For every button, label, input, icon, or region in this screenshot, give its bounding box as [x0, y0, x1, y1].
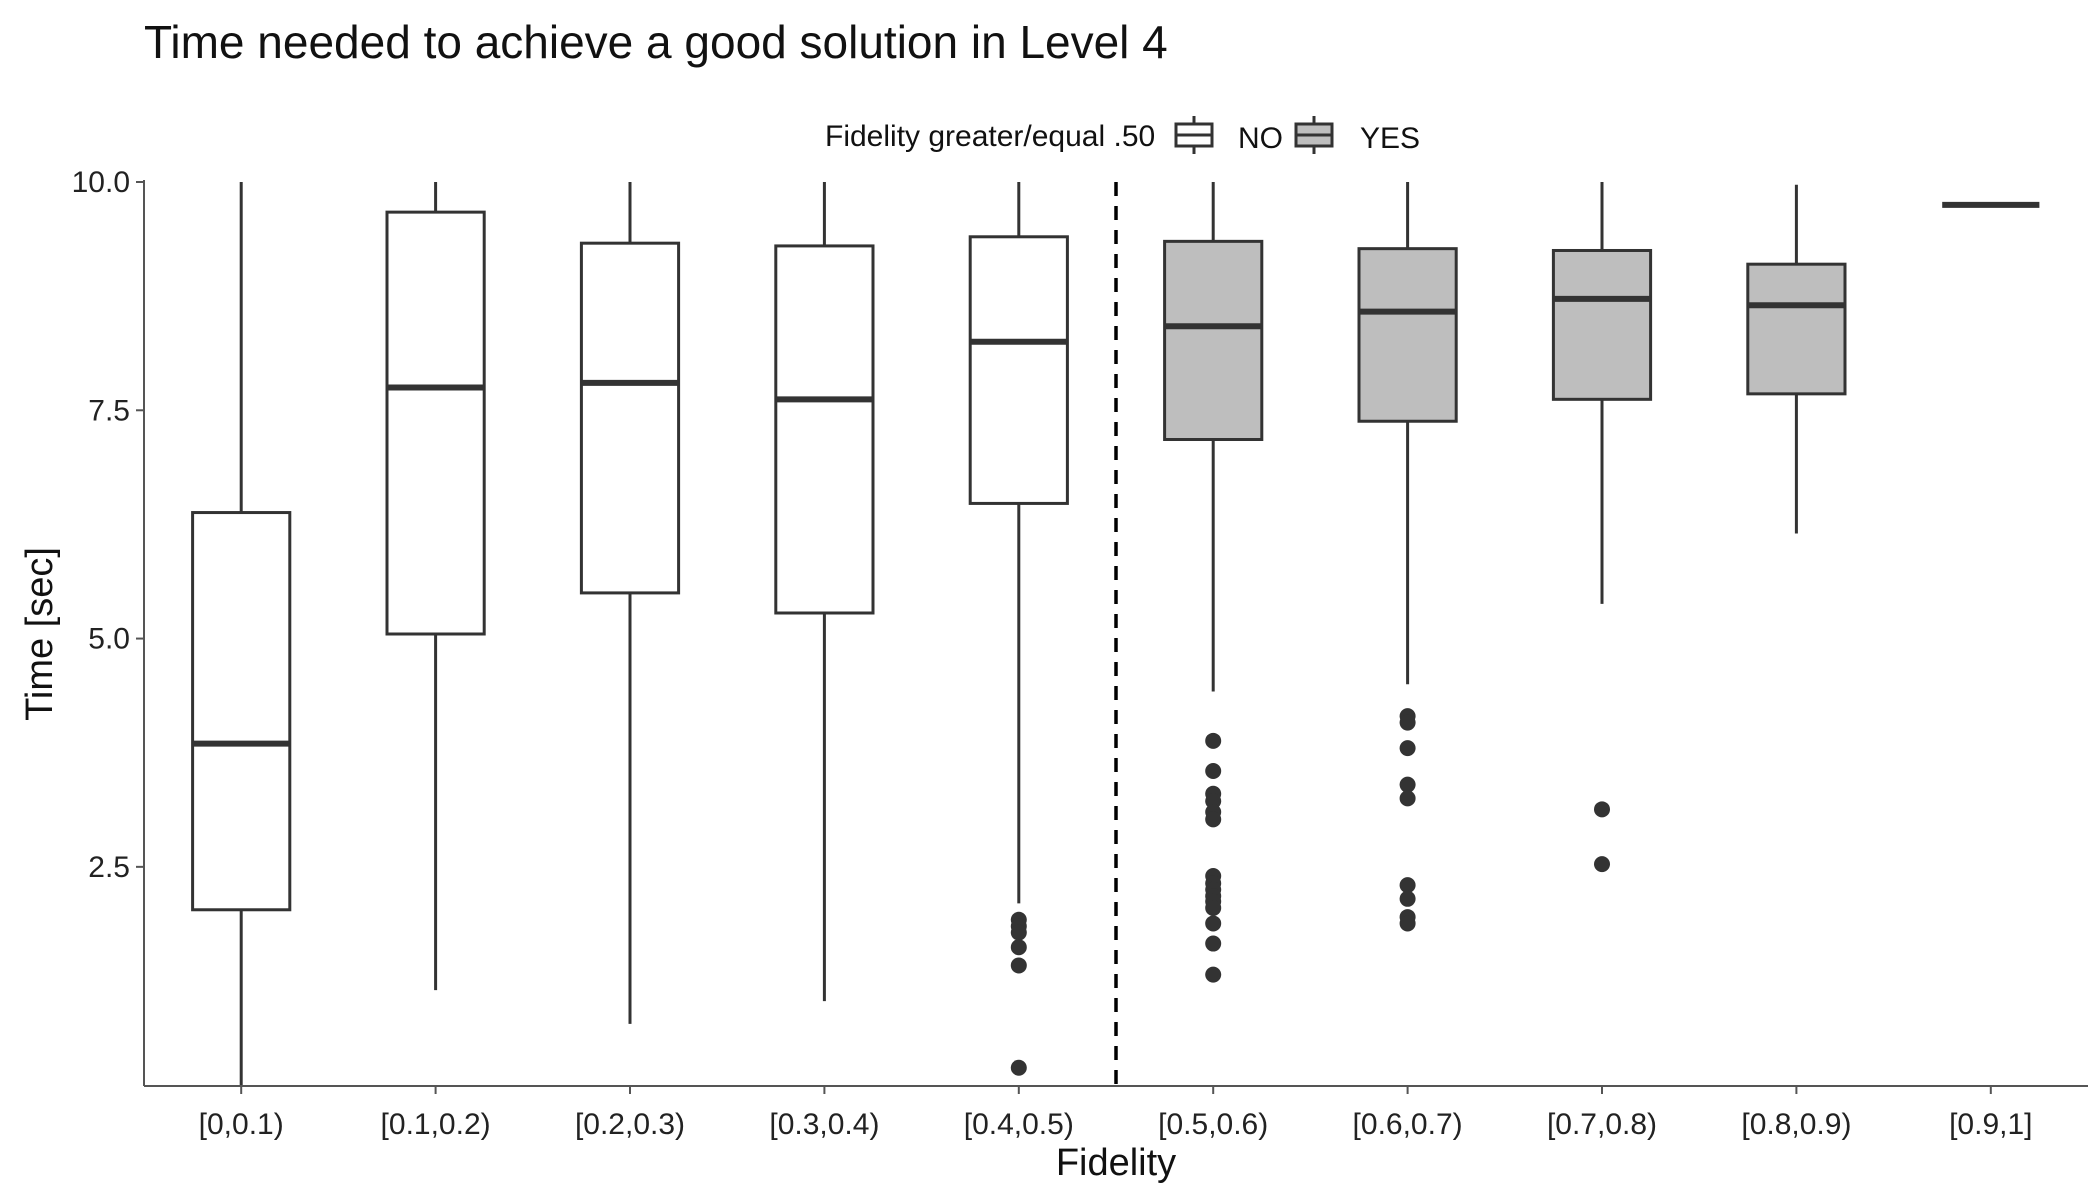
iqr-box: [1551, 248, 1653, 401]
box-[0.3,0.4): [774, 182, 875, 1002]
outlier-point: [1010, 957, 1027, 974]
box-[0,0.1): [191, 182, 292, 1086]
outlier-point: [1399, 890, 1416, 907]
x-tick-label: [0.5,0.6): [1158, 1108, 1268, 1141]
iqr-box: [1163, 239, 1264, 442]
chart-title: Time needed to achieve a good solution i…: [144, 16, 1168, 68]
axes: 2.5 5.0 7.5 10.0 [0,0.1) [0.1,0.2) [0.2,0.3) [0…: [72, 166, 2088, 1141]
iqr-box: [385, 210, 486, 636]
legend: Fidelity greater/equal .50 NO YES: [825, 116, 1420, 155]
legend-key-yes: [1294, 116, 1334, 154]
box-[0.1,0.2): [385, 182, 486, 991]
y-tick-label: 7.5: [88, 394, 130, 427]
box-[0.7,0.8): [1551, 182, 1653, 873]
outlier-point: [1205, 793, 1222, 810]
outlier-point: [1205, 732, 1222, 749]
x-tick-label: [0.3,0.4): [769, 1108, 879, 1141]
iqr-box: [1357, 247, 1458, 423]
x-tick-label: [0.1,0.2): [381, 1108, 491, 1141]
x-axis-title: Fidelity: [1056, 1142, 1176, 1184]
y-axis-title: Time [sec]: [19, 547, 61, 721]
y-tick-label: 2.5: [88, 851, 130, 884]
outlier-point: [1594, 856, 1610, 873]
outlier-point: [1205, 935, 1222, 952]
legend-label-no: NO: [1238, 122, 1283, 155]
outlier-point: [1205, 915, 1222, 932]
outlier-point: [1205, 899, 1222, 916]
outlier-point: [1010, 939, 1027, 956]
outlier-point: [1205, 762, 1222, 779]
x-tick-label: [0.4,0.5): [964, 1108, 1074, 1141]
legend-key-no: [1174, 116, 1214, 154]
iqr-box: [774, 244, 875, 615]
outlier-point: [1399, 740, 1416, 757]
outlier-point: [1399, 776, 1416, 793]
iqr-box: [191, 511, 292, 912]
iqr-box: [1746, 262, 1847, 396]
x-tick-label: [0.7,0.8): [1547, 1108, 1657, 1141]
outlier-point: [1399, 790, 1416, 807]
box-[0.8,0.9): [1746, 184, 1847, 534]
x-tick-label: [0,0.1): [199, 1108, 284, 1141]
outlier-point: [1399, 714, 1416, 731]
outlier-point: [1010, 1059, 1027, 1076]
x-tick-label: [0.2,0.3): [575, 1108, 685, 1141]
outlier-point: [1399, 915, 1416, 932]
outlier-point: [1010, 924, 1027, 941]
y-tick-label: 5.0: [88, 623, 130, 656]
box-[0.6,0.7): [1357, 182, 1458, 932]
outlier-point: [1205, 811, 1222, 828]
box-[0.5,0.6): [1163, 182, 1264, 983]
plot-area: [191, 182, 2040, 1086]
x-tick-label: [0.9,1]: [1949, 1108, 2032, 1141]
outlier-point: [1205, 966, 1222, 983]
outlier-point: [1594, 801, 1610, 818]
iqr-box: [579, 241, 681, 595]
x-tick-label: [0.6,0.7): [1353, 1108, 1463, 1141]
box-[0.4,0.5): [968, 182, 1069, 1076]
x-tick-label: [0.8,0.9): [1741, 1108, 1851, 1141]
iqr-box: [968, 235, 1069, 505]
legend-label-yes: YES: [1360, 122, 1420, 155]
legend-title: Fidelity greater/equal .50: [825, 120, 1155, 153]
outlier-point: [1399, 877, 1416, 894]
box-[0.2,0.3): [579, 182, 681, 1024]
y-tick-label: 10.0: [72, 166, 130, 199]
